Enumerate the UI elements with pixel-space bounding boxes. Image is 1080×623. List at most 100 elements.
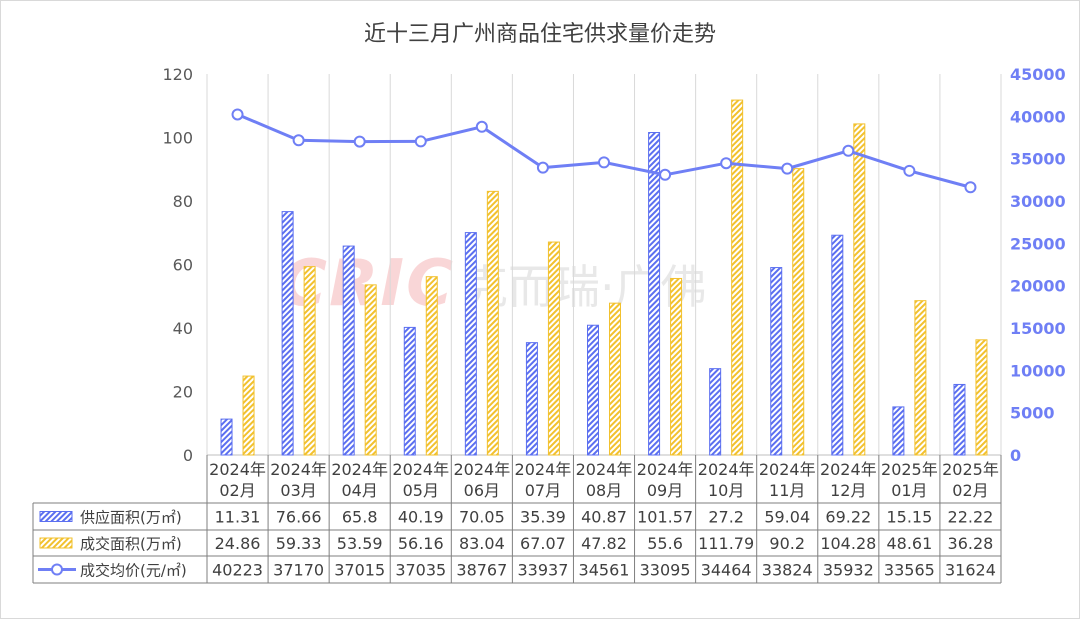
table-cell-value: 67.07 [520,534,566,553]
left-tick-label: 120 [162,65,193,84]
price-point [292,134,305,147]
category-label-year: 2025年 [942,460,999,479]
sales-bar [547,241,560,456]
category-label-year: 2024年 [515,460,572,479]
right-tick-label: 0 [1010,446,1021,465]
legend-swatch-supply [39,511,73,522]
price-point [659,168,672,181]
table-cell-value: 40.19 [398,508,444,527]
category-label-month: 09月 [647,481,683,500]
supply-bar [892,406,905,456]
left-tick-label: 100 [162,129,193,148]
price-point [414,135,427,148]
table-cell-value: 111.79 [698,534,754,553]
supply-bar [220,418,233,456]
right-tick-label: 35000 [1010,150,1066,169]
price-line [231,108,977,194]
category-label-year: 2024年 [759,460,816,479]
supply-bar [525,342,538,456]
left-tick-label: 40 [173,319,193,338]
table-cell-value: 11.31 [215,508,261,527]
table-cell-value: 40223 [212,561,263,580]
right-tick-label: 10000 [1010,361,1066,380]
right-tick-label: 30000 [1010,192,1066,211]
sales-bar [975,339,988,456]
category-label-year: 2024年 [331,460,388,479]
table-cell-value: 70.05 [459,508,505,527]
legend-series-name: 供应面积(万㎡) [80,509,182,527]
legend-series-name: 成交均价(元/㎡) [80,562,187,580]
supply-bar [403,326,416,456]
category-label-year: 2024年 [576,460,633,479]
price-point [781,162,794,175]
sales-bar [364,284,377,456]
table-cell-value: 31624 [945,561,996,580]
legend-swatch-sales [39,537,73,549]
price-point [475,120,488,133]
table-cell-value: 53.59 [337,534,383,553]
category-label-year: 2024年 [392,460,449,479]
supply-bar [587,324,599,456]
price-point [598,156,610,169]
table-cell-value: 22.22 [948,508,994,527]
category-label-month: 07月 [525,481,561,500]
table-cell-value: 65.8 [342,508,378,527]
right-tick-label: 40000 [1010,107,1066,126]
category-label-year: 2024年 [453,460,510,479]
category-label-month: 03月 [280,481,316,500]
category-label-year: 2024年 [637,460,694,479]
table-cell-value: 59.33 [276,534,322,553]
table-cell-value: 35.39 [520,508,566,527]
category-label-year: 2024年 [270,460,327,479]
sales-bar [731,99,744,456]
table-cell-value: 55.6 [647,534,683,553]
watermark-text: 克而瑞·广佛 [462,260,707,314]
price-point [842,144,855,157]
table-cell-value: 34464 [701,561,752,580]
category-label-year: 2024年 [209,460,266,479]
category-label-month: 12月 [830,481,866,500]
legend-swatch-price-marker [51,563,63,576]
right-tick-label: 45000 [1010,65,1066,84]
left-tick-label: 20 [173,383,193,402]
table-cell-value: 33937 [517,561,568,580]
table-cell-value: 15.15 [886,508,932,527]
category-label-month: 10月 [708,481,744,500]
category-label-month: 02月 [952,481,988,500]
category-label-month: 11月 [769,481,805,500]
table-cell-value: 83.04 [459,534,505,553]
category-label-month: 08月 [586,481,622,500]
table-cell-value: 101.57 [637,508,693,527]
price-point [231,108,244,121]
supply-bar [709,368,722,456]
category-label-month: 05月 [403,481,439,500]
table-cell-value: 90.2 [769,534,805,553]
category-label-month: 01月 [891,481,927,500]
right-axis: 0 5000 10000 15000 20000 25000 30000 35000 40000… [1010,65,1066,465]
table-cell-value: 40.87 [581,508,627,527]
table-cell-value: 33565 [884,561,935,580]
sales-bar [914,300,927,456]
category-label-month: 04月 [342,481,378,500]
category-label-month: 06月 [464,481,500,500]
category-label-year: 2024年 [698,460,755,479]
sales-bar [486,190,499,456]
sales-bar [425,276,438,456]
sales-bar [609,302,621,456]
supply-bar [281,211,294,456]
left-axis: 0 20 40 60 80 100 120 [162,65,193,465]
price-point [353,135,366,148]
left-tick-label: 80 [173,192,193,211]
table-cell-value: 35932 [823,561,874,580]
price-point [903,164,916,177]
supply-bar [342,245,355,456]
table-cell-value: 37035 [395,561,446,580]
supply-bar [464,232,477,456]
table-cell-value: 37015 [334,561,385,580]
table-cell-value: 37170 [273,561,324,580]
supply-bar [648,132,661,456]
supply-bar [770,267,783,456]
sales-bar [670,277,683,456]
